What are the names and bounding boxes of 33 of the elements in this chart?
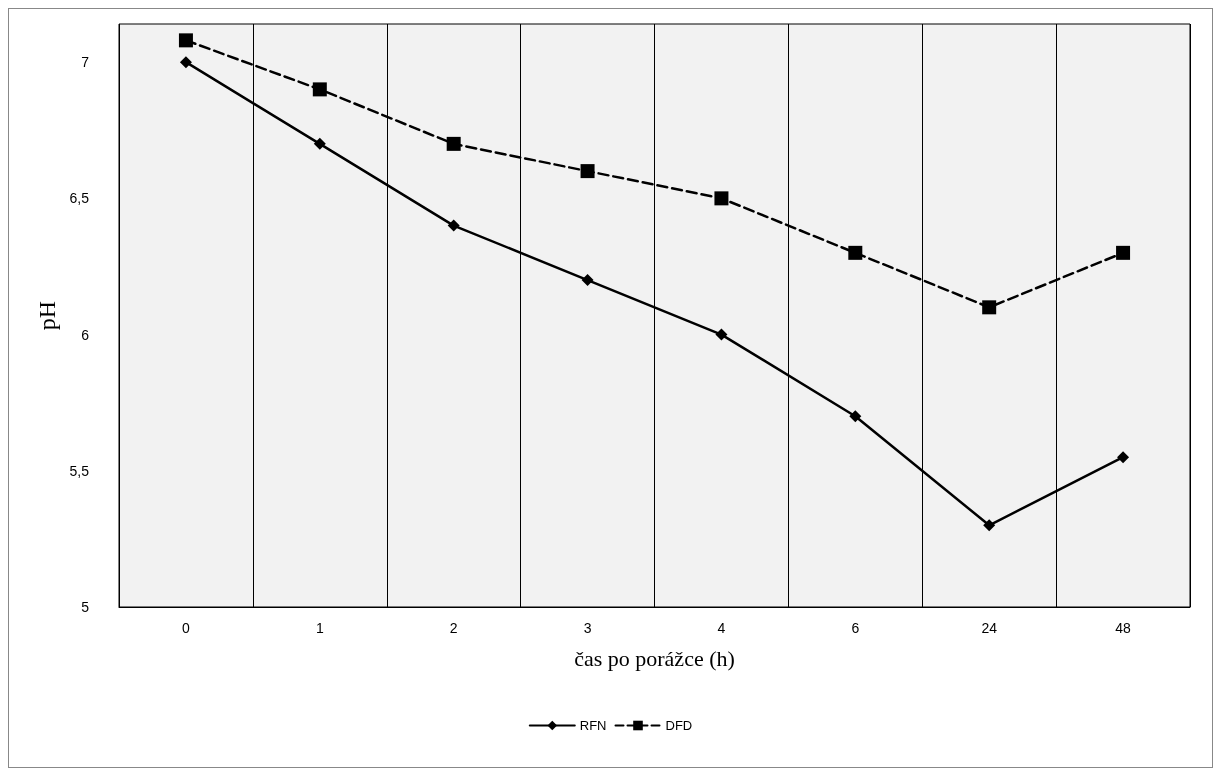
x-tick-label: 1 (315, 620, 324, 636)
point (447, 219, 460, 232)
point (982, 300, 997, 315)
y-tick-label: 5,5 (69, 462, 90, 479)
legend-label: DFD (665, 718, 693, 733)
y-tick-label: 6,5 (69, 190, 90, 207)
y-axis-title: pH (33, 300, 60, 331)
point (983, 519, 996, 532)
x-axis-title: čas po porážce (h) (574, 645, 735, 671)
point (849, 410, 862, 423)
x-tick-label: 6 (851, 620, 860, 636)
x-tick-label: 48 (1115, 620, 1132, 636)
point (446, 136, 461, 151)
point (580, 164, 595, 179)
point (581, 274, 594, 287)
legend-label: RFN (579, 718, 607, 733)
y-tick-label: 6 (81, 326, 90, 343)
point (848, 245, 863, 260)
point (1116, 245, 1131, 260)
y-tick-label: 5 (81, 599, 90, 615)
point (714, 191, 729, 206)
y-tick-label: 7 (81, 54, 90, 71)
x-tick-label: 24 (981, 620, 998, 636)
point (1117, 451, 1130, 464)
x-tick-label: 2 (449, 620, 458, 636)
point (313, 137, 326, 150)
point (715, 328, 728, 341)
point (179, 56, 192, 69)
x-tick-label: 4 (717, 620, 726, 636)
x-tick-label: 3 (583, 620, 592, 636)
point (178, 33, 193, 48)
x-tick-label: 0 (182, 620, 191, 636)
point (312, 82, 327, 97)
